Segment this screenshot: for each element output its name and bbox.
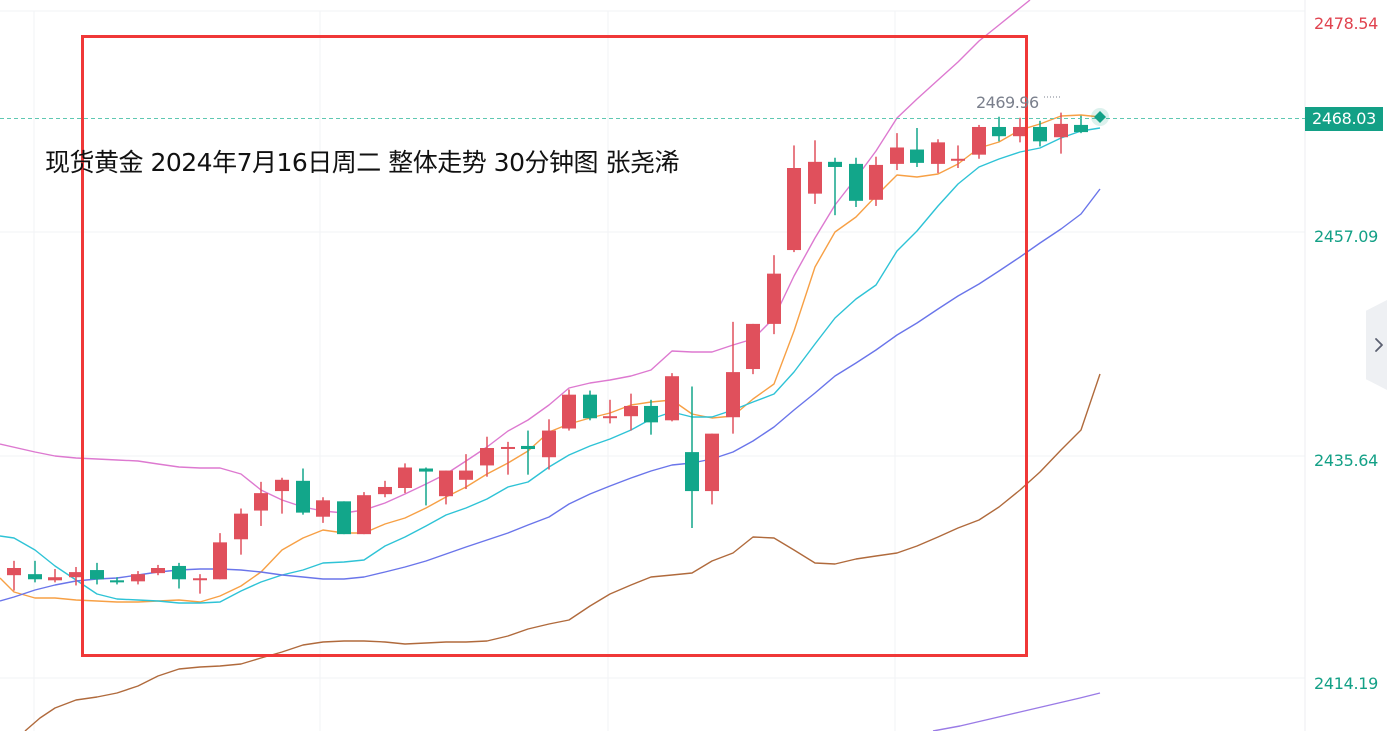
- candle: [644, 399, 658, 435]
- candle: [890, 133, 904, 171]
- candle: [337, 501, 351, 535]
- candle: [296, 468, 310, 515]
- candle: [624, 393, 638, 431]
- candle: [459, 454, 473, 490]
- candle: [521, 430, 535, 475]
- last-price-marker-icon: [1091, 108, 1109, 126]
- candle: [48, 569, 62, 583]
- ma10-line: [0, 127, 1101, 604]
- candle: [951, 145, 965, 168]
- candle: [583, 390, 597, 421]
- candle: [767, 255, 781, 335]
- chevron-right-icon: [1374, 338, 1383, 352]
- ma20-line: [0, 188, 1101, 602]
- current-price-badge: 2468.03: [1305, 107, 1383, 131]
- candle: [28, 560, 42, 583]
- candle: [7, 560, 21, 591]
- candle: [193, 574, 207, 594]
- candle: [316, 497, 330, 523]
- candle: [69, 566, 83, 586]
- candle: [665, 373, 679, 422]
- candle: [869, 156, 883, 206]
- candle: [378, 480, 392, 498]
- candle: [746, 323, 760, 375]
- candle: [992, 116, 1006, 142]
- moving-average-lines: [0, 0, 1101, 731]
- candle: [357, 492, 371, 535]
- price-axis-label: 2435.64: [1314, 451, 1379, 470]
- candle: [705, 433, 719, 505]
- candle: [419, 467, 433, 506]
- candle: [828, 157, 842, 216]
- candle: [808, 140, 822, 204]
- boll_upper-line: [0, 0, 1031, 514]
- price-axis-label: 2457.09: [1314, 227, 1379, 246]
- price-axis-label: 2414.19: [1314, 674, 1379, 693]
- candle: [110, 577, 124, 585]
- ma120-line: [932, 692, 1101, 731]
- candle: [480, 436, 494, 477]
- candle: [398, 463, 412, 494]
- candle: [849, 157, 863, 207]
- ma5-line: [0, 114, 1101, 603]
- candles: [7, 112, 1088, 594]
- candle: [213, 533, 227, 580]
- candle: [254, 481, 268, 526]
- candle: [542, 419, 556, 470]
- candle: [439, 470, 453, 505]
- candle: [685, 386, 699, 528]
- chart-grid: [0, 0, 1306, 731]
- price-axis-label: 2478.54: [1314, 14, 1379, 33]
- candle: [1054, 112, 1068, 154]
- chart-title: 现货黄金 2024年7月16日周二 整体走势 30分钟图 张尧浠: [45, 148, 679, 177]
- candle: [931, 139, 945, 174]
- candle: [234, 508, 248, 555]
- candle: [910, 128, 924, 167]
- candle: [1013, 117, 1027, 143]
- candle: [501, 441, 515, 475]
- high-price-label: 2469.96: [976, 93, 1039, 112]
- candle: [1033, 120, 1047, 147]
- candle: [562, 389, 576, 431]
- candle: [90, 562, 104, 585]
- candle: [131, 571, 145, 585]
- ma60-line: [24, 373, 1101, 731]
- candle: [172, 562, 186, 589]
- expand-panel-button[interactable]: [1366, 300, 1387, 390]
- candle: [726, 321, 740, 434]
- candle: [603, 399, 617, 424]
- candle: [787, 145, 801, 253]
- candle: [275, 477, 289, 514]
- candle: [151, 564, 165, 576]
- candle: [972, 124, 986, 159]
